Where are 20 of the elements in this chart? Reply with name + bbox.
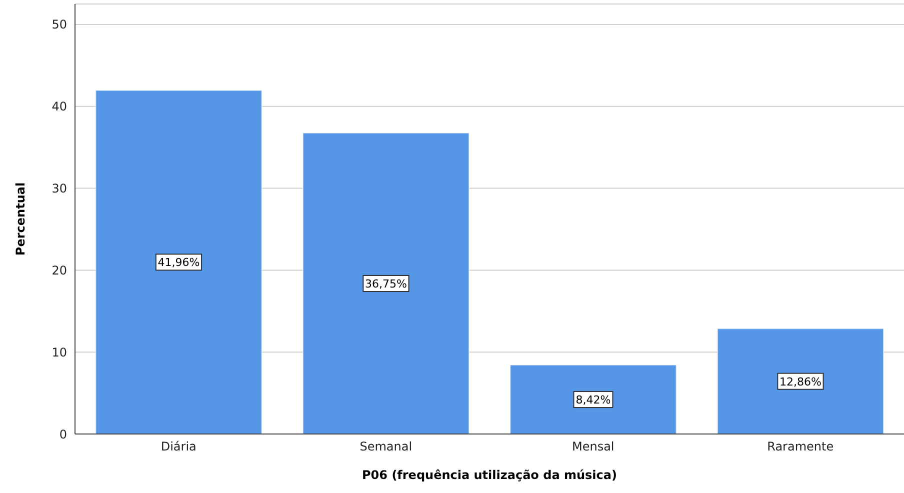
y-tick-label: 40: [52, 100, 67, 114]
bar: [95, 90, 262, 434]
y-tick-label: 0: [59, 427, 67, 442]
data-label: 41,96%: [158, 256, 200, 270]
bar: [510, 364, 677, 434]
x-tick-label: Semanal: [360, 440, 412, 454]
x-tick-label: Mensal: [572, 440, 614, 454]
y-tick-label: 20: [52, 263, 67, 278]
data-label: 8,42%: [576, 394, 611, 407]
x-tick-label: Raramente: [767, 440, 834, 454]
bar: [302, 132, 470, 434]
y-axis-title: Percentual: [13, 182, 28, 256]
data-label: 12,86%: [780, 375, 822, 388]
x-axis-title: P06 (frequência utilização da música): [362, 468, 617, 482]
y-tick-label: 30: [52, 182, 67, 196]
x-tick-label: Diária: [160, 440, 196, 454]
y-tick-label: 50: [52, 18, 67, 32]
y-tick-label: 10: [52, 345, 67, 360]
data-label: 36,75%: [365, 278, 407, 290]
bar: [716, 328, 884, 434]
